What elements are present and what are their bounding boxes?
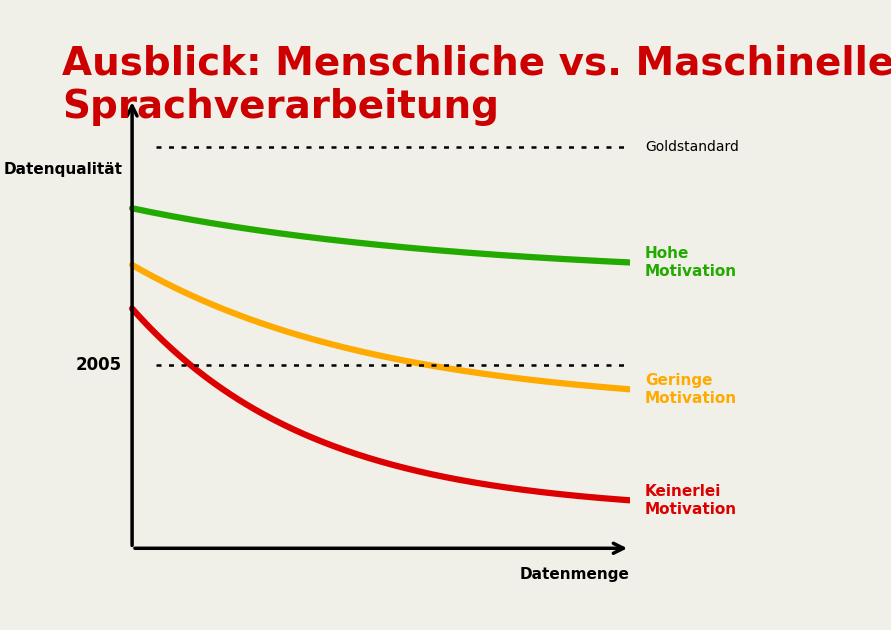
Text: 2005: 2005 (76, 356, 122, 374)
Text: Datenqualität: Datenqualität (4, 161, 122, 176)
Text: Datenmenge: Datenmenge (520, 567, 630, 582)
Text: Ausblick: Menschliche vs. Maschinelle
Sprachverarbeitung: Ausblick: Menschliche vs. Maschinelle Sp… (62, 44, 891, 126)
Text: Hohe
Motivation: Hohe Motivation (645, 246, 737, 278)
Text: Keinerlei
Motivation: Keinerlei Motivation (645, 484, 737, 517)
Text: Goldstandard: Goldstandard (645, 140, 739, 154)
Text: Geringe
Motivation: Geringe Motivation (645, 373, 737, 406)
